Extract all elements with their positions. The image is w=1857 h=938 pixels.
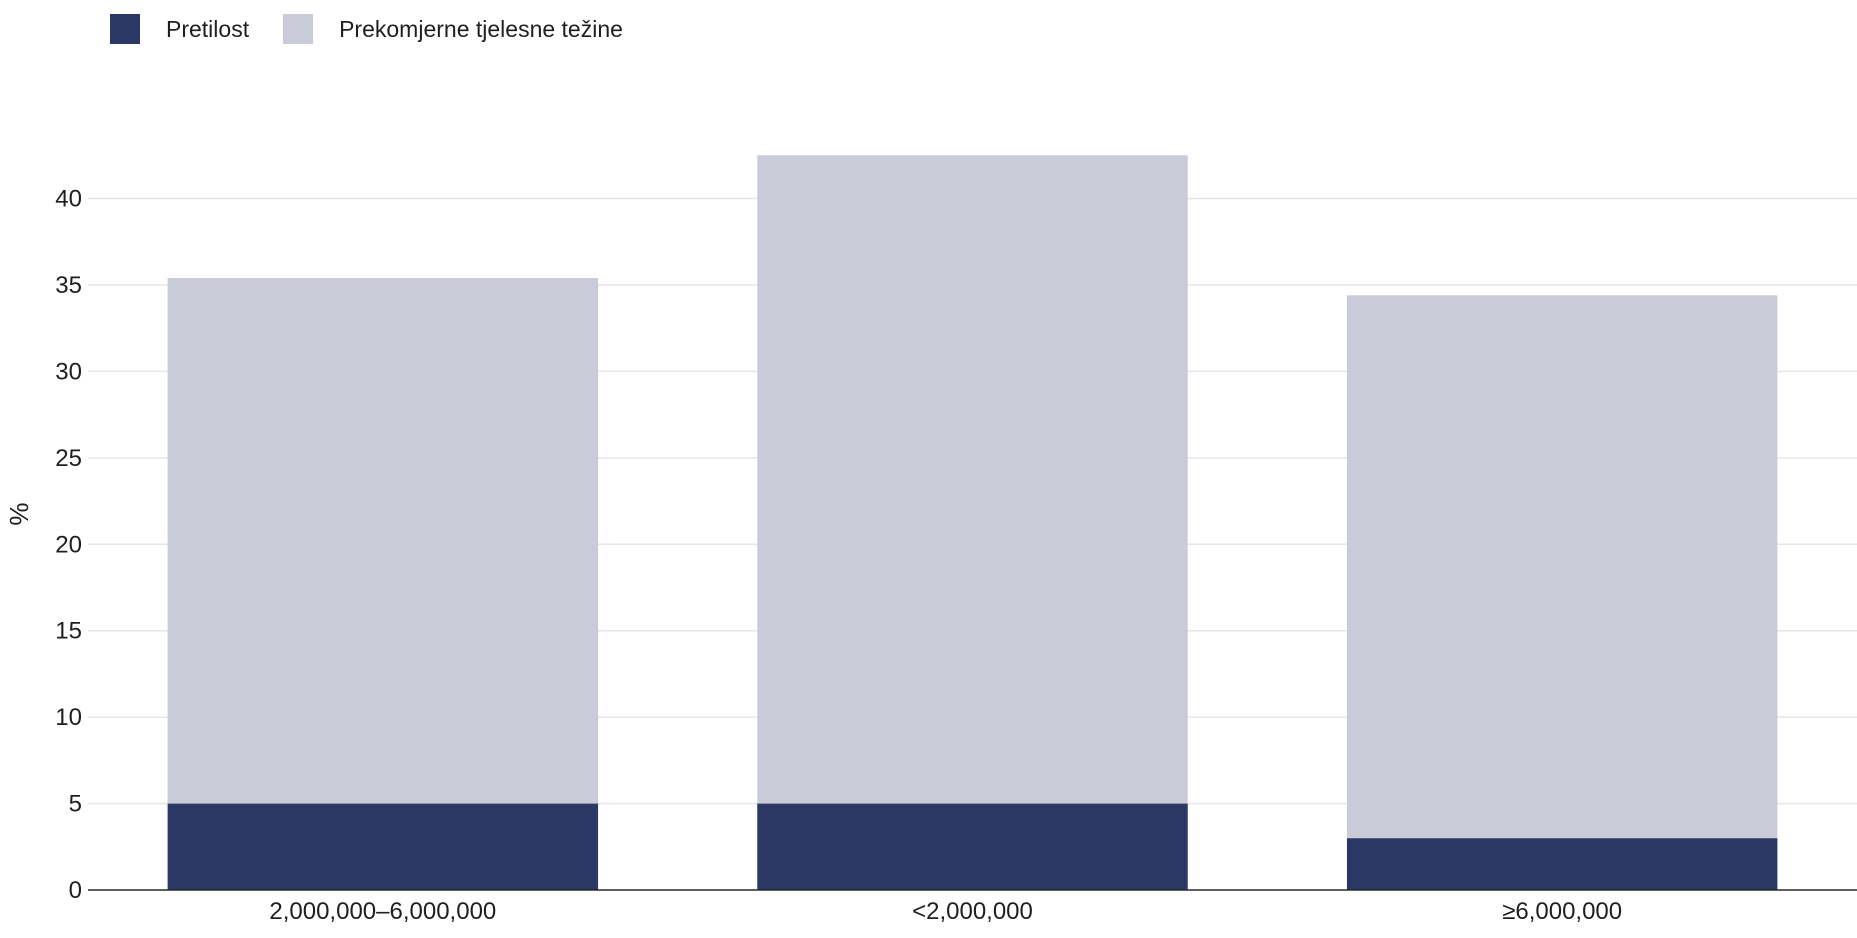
bars (167, 155, 1778, 890)
y-tick-label: 35 (55, 272, 82, 299)
y-axis-title: % (4, 502, 34, 525)
x-tick-label: <2,000,000 (912, 898, 1033, 925)
y-tick-label: 0 (69, 877, 82, 904)
bar-segment[interactable] (757, 155, 1188, 804)
legend-swatch-prekomjerne (283, 14, 314, 44)
y-tick-label: 40 (55, 186, 82, 213)
y-tick-labels: 0 5 10 15 20 25 30 35 40 (55, 186, 82, 904)
y-tick-label: 30 (55, 358, 82, 385)
x-tick-label: ≥6,000,000 (1502, 898, 1622, 925)
legend-item-pretilost[interactable]: Pretilost (110, 14, 249, 44)
y-tick-label: 15 (55, 618, 82, 645)
legend-label-prekomjerne: Prekomjerne tjelesne težine (339, 15, 623, 42)
x-tick-labels: 2,000,000–6,000,000 <2,000,000 ≥6,000,000 (269, 898, 1622, 925)
legend: Pretilost Prekomjerne tjelesne težine (110, 14, 657, 44)
bar-segment[interactable] (167, 278, 599, 804)
y-tick-label: 5 (69, 791, 82, 818)
legend-item-prekomjerne[interactable]: Prekomjerne tjelesne težine (283, 14, 623, 44)
y-tick-label: 25 (55, 445, 82, 472)
legend-label-pretilost: Pretilost (166, 15, 250, 42)
x-tick-label: 2,000,000–6,000,000 (269, 898, 496, 925)
bar-segment[interactable] (1346, 295, 1778, 839)
bar-segment[interactable] (167, 803, 599, 890)
y-tick-label: 10 (55, 704, 82, 731)
bar-segment[interactable] (1346, 838, 1778, 890)
bar-segment[interactable] (757, 803, 1188, 890)
legend-swatch-pretilost (110, 14, 140, 44)
y-tick-label: 20 (55, 531, 82, 558)
